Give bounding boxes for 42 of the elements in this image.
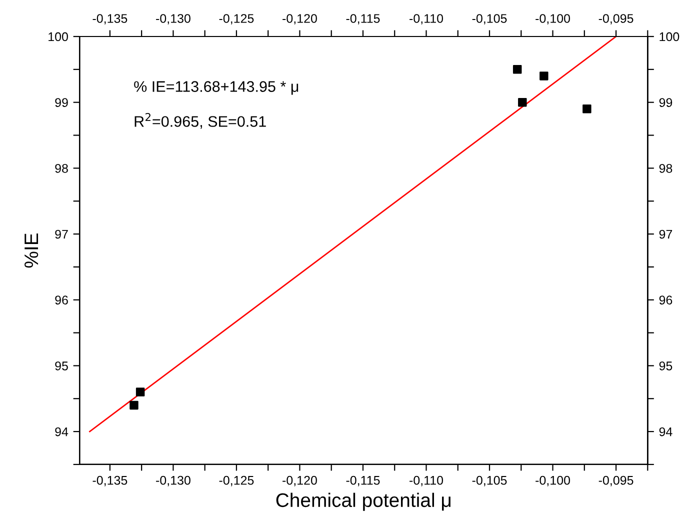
annotation: % IE=113.68+143.95 * μ bbox=[134, 81, 298, 95]
x-tick-label: -0,135 bbox=[92, 476, 128, 486]
x2-tick-label: -0,100 bbox=[536, 14, 570, 24]
x-tick-label: -0,115 bbox=[346, 476, 380, 486]
y-tick-label: 96 bbox=[55, 296, 68, 305]
y2-tick-label: 100 bbox=[660, 32, 680, 42]
y-tick-label: 99 bbox=[55, 98, 68, 107]
x-tick-label: -0,120 bbox=[282, 476, 317, 486]
y2-tick-label: 98 bbox=[659, 164, 672, 173]
y2-tick-label: 96 bbox=[659, 296, 672, 305]
point bbox=[512, 65, 522, 74]
x-tick-label: -0,110 bbox=[410, 476, 444, 486]
y-axis-title: %IE bbox=[24, 233, 38, 268]
x-axis-title: Chemical potential μ bbox=[276, 492, 450, 511]
x2-tick-label: -0,125 bbox=[219, 14, 254, 24]
point bbox=[582, 104, 592, 114]
y2-tick-label: 95 bbox=[659, 362, 672, 370]
y2-tick-label: 99 bbox=[659, 98, 672, 107]
x-tick-label: -0,105 bbox=[472, 476, 507, 486]
x2-tick-label: -0,115 bbox=[346, 14, 380, 24]
y-tick-label: 98 bbox=[55, 164, 68, 173]
point bbox=[130, 400, 138, 410]
x2-tick-label: -0,135 bbox=[92, 14, 128, 24]
x2-tick-label: -0,105 bbox=[472, 14, 507, 24]
annotation: R$^{2}$=0.965, SE=0.51 bbox=[134, 112, 266, 129]
x-tick-label: -0,100 bbox=[536, 476, 570, 486]
x2-tick-label: -0,130 bbox=[156, 14, 190, 24]
point bbox=[136, 388, 145, 396]
x2-tick-label: -0,095 bbox=[598, 14, 634, 24]
x2-tick-label: -0,120 bbox=[282, 14, 317, 24]
y2-tick-label: 97 bbox=[659, 230, 672, 239]
point bbox=[518, 98, 527, 107]
y-tick-label: 95 bbox=[55, 362, 68, 370]
x-tick-label: -0,095 bbox=[598, 476, 634, 486]
y2-tick-label: 94 bbox=[659, 427, 672, 436]
y-tick-label: 97 bbox=[55, 230, 68, 239]
point bbox=[540, 72, 548, 80]
y-tick-label: 100 bbox=[48, 32, 68, 42]
x2-tick-label: -0,110 bbox=[410, 14, 444, 24]
x-tick-label: -0,130 bbox=[156, 476, 190, 486]
y-tick-label: 94 bbox=[55, 427, 68, 436]
x-tick-label: -0,125 bbox=[219, 476, 254, 486]
